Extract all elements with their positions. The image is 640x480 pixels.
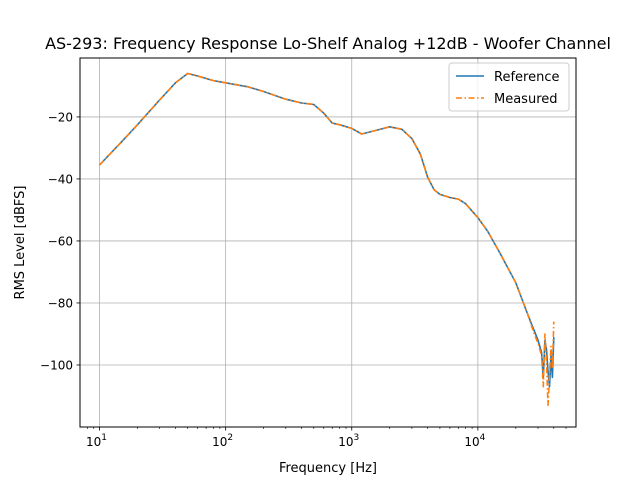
y-tick-label: −100	[40, 358, 73, 372]
x-tick-label: 101	[86, 433, 107, 449]
x-axis-label: Frequency [Hz]	[279, 461, 377, 476]
y-tick-label: −20	[48, 110, 73, 124]
plot-frame	[79, 57, 577, 428]
y-tick-label: −60	[48, 234, 73, 248]
y-axis-label: RMS Level [dBFS]	[13, 186, 28, 300]
x-tick-label: 103	[338, 433, 359, 449]
x-tick-label: 104	[464, 433, 485, 449]
legend-box	[448, 62, 570, 112]
axes: 101 102 103 104 −20 −40 −60 −80 −100	[40, 110, 567, 449]
legend-label-reference: Reference	[494, 70, 559, 85]
legend-label-measured: Measured	[494, 92, 558, 107]
legend: Reference Measured	[448, 62, 570, 112]
y-tick-label: −80	[48, 296, 73, 310]
chart-title: AS-293: Frequency Response Lo-Shelf Anal…	[45, 34, 611, 53]
y-tick-label: −40	[48, 172, 73, 186]
x-tick-label: 102	[212, 433, 233, 449]
series-lines	[98, 72, 555, 407]
series-line-measured	[98, 72, 555, 407]
